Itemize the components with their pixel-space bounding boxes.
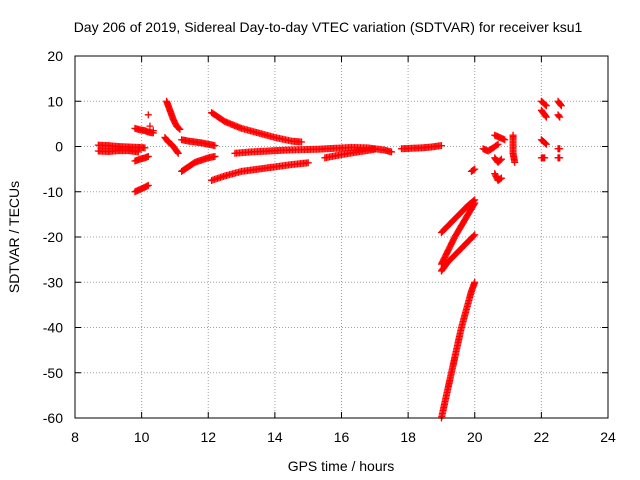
data-point — [493, 141, 501, 149]
y-tick-label: 0 — [55, 139, 63, 155]
data-point — [471, 199, 479, 207]
data-points — [94, 97, 565, 422]
tick-labels: 8 10 12 14 16 18 20 22 24 20 10 0 -10 -20 -30 -40 -50 -60 — [43, 48, 616, 445]
x-tick-label: 18 — [400, 429, 416, 445]
data-point — [141, 144, 149, 152]
data-point — [470, 232, 478, 240]
grid-lines — [75, 56, 608, 418]
data-point — [146, 122, 154, 130]
y-axis-label: SDTVAR / TECUs — [6, 181, 22, 293]
y-tick-label: -40 — [43, 320, 63, 336]
data-point — [541, 139, 549, 147]
data-point — [176, 125, 184, 133]
data-point — [144, 152, 152, 160]
data-point — [144, 111, 152, 119]
data-point — [494, 140, 502, 148]
y-tick-label: -20 — [43, 229, 63, 245]
data-point — [557, 101, 565, 109]
data-point — [437, 142, 445, 150]
x-axis-label: GPS time / hours — [288, 458, 395, 474]
chart-title: Day 206 of 2019, Sidereal Day-to-day VTE… — [74, 19, 583, 35]
data-point — [470, 200, 478, 208]
data-point — [496, 156, 504, 164]
data-point — [556, 145, 564, 153]
x-tick-label: 10 — [134, 429, 150, 445]
data-point — [556, 113, 564, 121]
data-point — [211, 152, 219, 160]
data-point — [541, 154, 549, 162]
data-point — [371, 145, 379, 153]
y-tick-label: -10 — [43, 184, 63, 200]
data-point — [542, 140, 550, 148]
y-tick-label: 10 — [47, 93, 63, 109]
x-tick-label: 24 — [600, 429, 616, 445]
data-point — [556, 154, 564, 162]
data-point — [541, 101, 549, 109]
data-point — [471, 165, 479, 173]
data-point — [542, 112, 550, 120]
data-point — [304, 159, 312, 167]
data-point — [542, 102, 550, 110]
data-point — [173, 148, 181, 156]
data-point — [470, 166, 478, 174]
data-point — [471, 231, 479, 239]
data-point — [557, 102, 565, 110]
data-point — [471, 278, 479, 286]
x-tick-label: 14 — [267, 429, 283, 445]
data-point — [501, 136, 509, 144]
x-tick-label: 12 — [200, 429, 216, 445]
x-tick-label: 8 — [71, 429, 79, 445]
x-tick-label: 16 — [334, 429, 350, 445]
data-point — [175, 124, 183, 132]
data-point — [144, 181, 152, 189]
plot-frame — [74, 55, 609, 419]
data-point — [298, 138, 306, 146]
data-point — [497, 174, 505, 182]
y-tick-label: 20 — [47, 48, 63, 64]
data-point — [542, 113, 550, 121]
data-point — [134, 148, 142, 156]
y-tick-label: -50 — [43, 365, 63, 381]
data-point — [555, 112, 563, 120]
data-point — [497, 155, 505, 163]
data-point — [211, 142, 219, 150]
data-point — [387, 148, 395, 156]
data-point — [511, 158, 519, 166]
x-tick-label: 22 — [534, 429, 550, 445]
x-tick-label: 20 — [467, 429, 483, 445]
y-tick-label: -30 — [43, 274, 63, 290]
data-point — [149, 127, 157, 135]
data-point — [174, 149, 182, 157]
y-tick-label: -60 — [43, 410, 63, 426]
data-point — [496, 175, 504, 183]
